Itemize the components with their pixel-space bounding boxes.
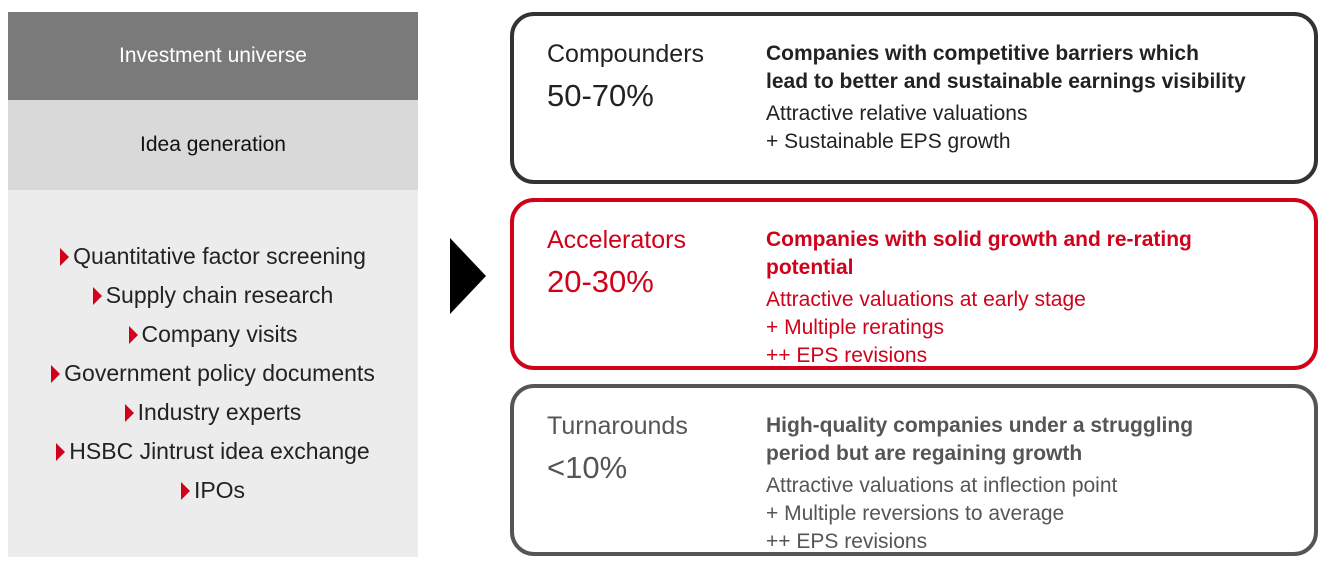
- idea-item: HSBC Jintrust idea exchange: [56, 432, 369, 471]
- idea-item: Industry experts: [125, 393, 302, 432]
- idea-item: Government policy documents: [51, 354, 375, 393]
- detail-line: + Multiple reratings: [766, 316, 944, 339]
- idea-item: IPOs: [181, 471, 245, 510]
- detail-line: ++ EPS revisions: [766, 344, 928, 367]
- idea-list: Quantitative factor screening Supply chai…: [8, 190, 418, 557]
- arrow: [450, 238, 486, 314]
- headline-line: Companies with competitive barriers whic…: [766, 42, 1199, 65]
- detail-line: + Sustainable EPS growth: [766, 130, 1011, 153]
- idea-item: Quantitative factor screening: [60, 237, 366, 276]
- detail-line: + Multiple reversions to average: [766, 502, 1065, 525]
- subheader: Idea generation: [140, 133, 286, 156]
- headline-line: Companies with solid growth and re-ratin…: [766, 228, 1192, 251]
- headline-line: High-quality companies under a strugglin…: [766, 414, 1194, 437]
- category-title: Accelerators: [547, 226, 686, 254]
- description: Companies with solid growth and re-ratin…: [766, 226, 1306, 370]
- detail-line: ++ EPS revisions: [766, 530, 928, 553]
- headline: High-quality companies under a strugglin…: [766, 412, 1306, 468]
- detail-line: Attractive valuations at early stage: [766, 288, 1086, 311]
- details: Attractive valuations at inflection poin…: [766, 472, 1306, 556]
- header-band: Investment universe: [8, 12, 418, 100]
- details: Attractive relative valuations + Sustaina…: [766, 100, 1306, 156]
- category-box: Compounders 50-70% Companies with competit…: [510, 12, 1318, 184]
- headline: Companies with solid growth and re-ratin…: [766, 226, 1306, 282]
- category-share: <10%: [547, 450, 628, 485]
- subheader-band: Idea generation: [8, 100, 418, 190]
- details: Attractive valuations at early stage + Mu…: [766, 286, 1306, 370]
- category-share: 50-70%: [547, 78, 654, 113]
- category-share: 20-30%: [547, 264, 654, 299]
- idea-item: Company visits: [129, 315, 298, 354]
- detail-line: Attractive relative valuations: [766, 102, 1028, 125]
- header: Investment universe: [119, 44, 307, 67]
- category-box: Turnarounds <10% High-quality companies un…: [510, 384, 1318, 556]
- headline-line: period but are regaining growth: [766, 442, 1083, 465]
- category-title: Compounders: [547, 40, 705, 68]
- idea-item: Supply chain research: [93, 276, 334, 315]
- category-title: Turnarounds: [547, 412, 688, 440]
- detail-line: Attractive valuations at inflection poin…: [766, 474, 1118, 497]
- headline-line: potential: [766, 256, 854, 279]
- headline-line: lead to better and sustainable earnings …: [766, 70, 1246, 93]
- category-box: Accelerators 20-30% Companies with solid g…: [510, 198, 1318, 370]
- description: High-quality companies under a strugglin…: [766, 412, 1306, 556]
- description: Companies with competitive barriers whic…: [766, 40, 1306, 156]
- headline: Companies with competitive barriers whic…: [766, 40, 1306, 96]
